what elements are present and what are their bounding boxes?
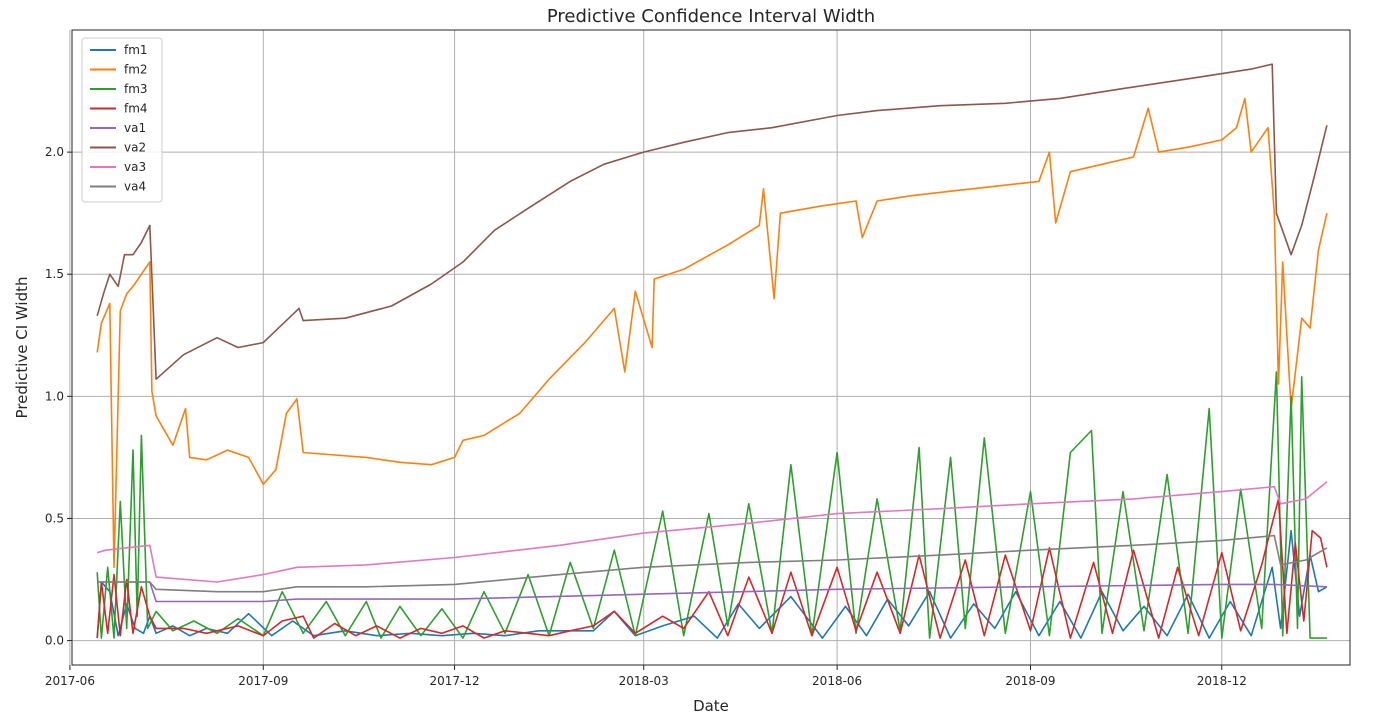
x-tick-label: 2018-03 — [619, 674, 669, 688]
grid — [69, 30, 1350, 665]
legend-label: va2 — [124, 141, 146, 155]
legend-label: fm4 — [124, 102, 148, 116]
legend-label: va1 — [124, 121, 146, 135]
legend-label: fm2 — [124, 63, 148, 77]
x-tick-label: 2018-09 — [1005, 674, 1055, 688]
y-tick-label: 1.0 — [45, 389, 64, 403]
legend-label: fm3 — [124, 82, 148, 96]
legend-label: fm1 — [124, 43, 148, 57]
x-tick-label: 2017-06 — [45, 674, 95, 688]
x-tick-label: 2018-06 — [812, 674, 862, 688]
series-line-fm2 — [96, 97, 1328, 569]
x-tick-label: 2018-12 — [1197, 674, 1247, 688]
y-axis: 0.0 0.5 1.0 1.5 2.0 — [45, 145, 72, 648]
plot-frame — [71, 29, 1351, 666]
series-line-va1 — [97, 581, 1327, 603]
y-axis-title: Predictive CI Width — [13, 277, 31, 419]
x-axis-title: Date — [693, 697, 729, 715]
legend-label: va3 — [124, 160, 146, 174]
legend: fm1 fm2 fm3 fm4 va1 va2 va3 va4 — [81, 37, 163, 203]
series-line-va3 — [96, 481, 1328, 583]
x-tick-label: 2017-12 — [429, 674, 479, 688]
series-line-va2 — [96, 63, 1328, 380]
series-line-fm3 — [96, 371, 1327, 639]
x-axis: 2017-06 2017-09 2017-12 2018-03 2018-06 2018-… — [45, 665, 1247, 688]
y-tick-label: 0.5 — [45, 511, 64, 525]
x-tick-label: 2017-09 — [238, 674, 288, 688]
legend-box — [81, 37, 163, 203]
series-layer — [96, 63, 1328, 639]
legend-label: va4 — [124, 180, 146, 194]
y-tick-label: 2.0 — [45, 145, 64, 159]
y-tick-label: 0.0 — [45, 634, 64, 648]
chart-title: Predictive Confidence Interval Width — [547, 6, 875, 27]
series-line-fm4 — [96, 498, 1328, 639]
series-line-va4 — [97, 534, 1328, 593]
y-tick-label: 1.5 — [45, 267, 64, 281]
